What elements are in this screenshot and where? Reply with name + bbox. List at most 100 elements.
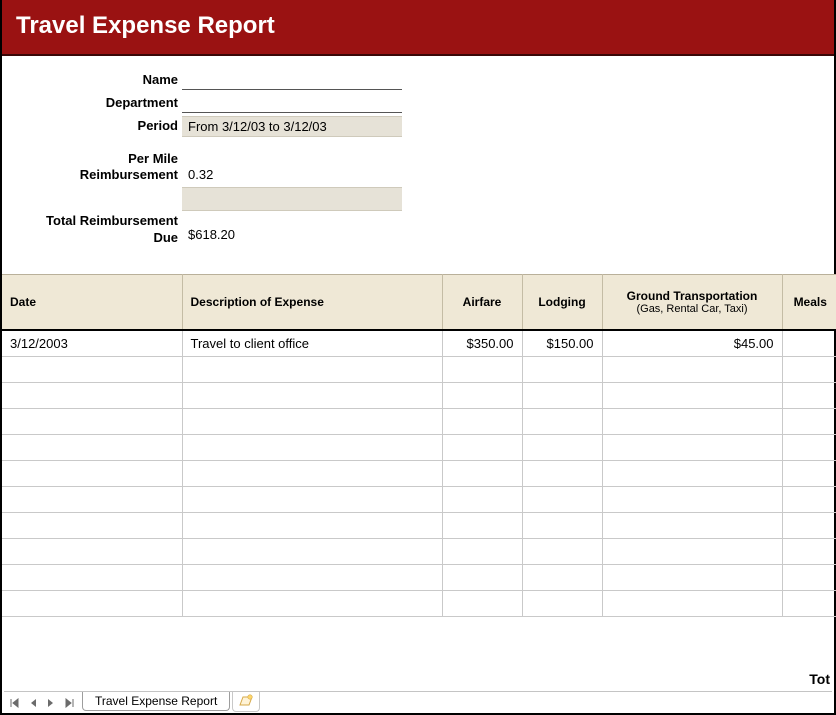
table-row[interactable] [2,408,836,434]
cell-meals[interactable] [782,434,836,460]
cell-date[interactable] [2,564,182,590]
cell-lodging[interactable] [522,590,602,616]
nav-first-icon[interactable] [8,696,22,710]
cell-ground[interactable] [602,408,782,434]
value-period[interactable]: From 3/12/03 to 3/12/03 [182,116,402,137]
nav-last-icon[interactable] [62,696,76,710]
cell-desc[interactable] [182,486,442,512]
table-row[interactable] [2,538,836,564]
new-sheet-tab[interactable] [232,692,260,712]
value-per-mile[interactable]: 0.32 [182,149,382,184]
table-row[interactable] [2,382,836,408]
col-desc[interactable]: Description of Expense [182,274,442,330]
cell-meals[interactable] [782,590,836,616]
table-header-row: Date Description of Expense Airfare Lodg… [2,274,836,330]
table-row[interactable] [2,590,836,616]
cell-desc[interactable] [182,434,442,460]
table-row[interactable] [2,460,836,486]
cell-date[interactable] [2,512,182,538]
col-ground-label: Ground Transportation [627,289,758,303]
col-meals[interactable]: Meals [782,274,836,330]
cell-ground[interactable] [602,382,782,408]
cell-lodging[interactable] [522,382,602,408]
cell-airfare[interactable] [442,564,522,590]
table-row[interactable] [2,434,836,460]
cell-date[interactable] [2,408,182,434]
cell-lodging[interactable] [522,486,602,512]
cell-meals[interactable] [782,564,836,590]
cell-ground[interactable] [602,460,782,486]
row-name: Name [12,70,824,91]
cell-ground[interactable] [602,434,782,460]
cell-airfare[interactable] [442,408,522,434]
cell-airfare[interactable] [442,382,522,408]
cell-desc[interactable] [182,356,442,382]
nav-next-icon[interactable] [44,696,58,710]
cell-airfare[interactable] [442,356,522,382]
nav-prev-icon[interactable] [26,696,40,710]
cell-meals[interactable] [782,330,836,356]
cell-desc[interactable] [182,408,442,434]
nav-arrows [4,696,76,710]
cell-meals[interactable] [782,460,836,486]
cell-date[interactable]: 3/12/2003 [2,330,182,356]
sheet-tab[interactable]: Travel Expense Report [82,692,230,711]
cell-desc[interactable] [182,590,442,616]
cell-date[interactable] [2,486,182,512]
col-lodging[interactable]: Lodging [522,274,602,330]
cell-meals[interactable] [782,408,836,434]
col-date[interactable]: Date [2,274,182,330]
cell-date[interactable] [2,590,182,616]
cell-meals[interactable] [782,486,836,512]
row-total-shaded [12,187,824,211]
cell-airfare[interactable] [442,590,522,616]
cell-ground[interactable]: $45.00 [602,330,782,356]
cell-meals[interactable] [782,512,836,538]
table-row[interactable]: 3/12/2003Travel to client office$350.00$… [2,330,836,356]
cell-airfare[interactable]: $350.00 [442,330,522,356]
cell-date[interactable] [2,434,182,460]
cell-ground[interactable] [602,590,782,616]
cell-airfare[interactable] [442,538,522,564]
row-period: Period From 3/12/03 to 3/12/03 [12,116,824,137]
cell-desc[interactable]: Travel to client office [182,330,442,356]
cell-airfare[interactable] [442,486,522,512]
table-row[interactable] [2,564,836,590]
table-row[interactable] [2,486,836,512]
table-row[interactable] [2,356,836,382]
cell-date[interactable] [2,356,182,382]
cell-ground[interactable] [602,564,782,590]
table-row[interactable] [2,512,836,538]
cell-desc[interactable] [182,382,442,408]
cell-date[interactable] [2,460,182,486]
cell-ground[interactable] [602,486,782,512]
cell-desc[interactable] [182,564,442,590]
cell-meals[interactable] [782,538,836,564]
cell-desc[interactable] [182,538,442,564]
cell-ground[interactable] [602,356,782,382]
cell-desc[interactable] [182,460,442,486]
cell-desc[interactable] [182,512,442,538]
col-airfare[interactable]: Airfare [442,274,522,330]
col-ground[interactable]: Ground Transportation (Gas, Rental Car, … [602,274,782,330]
cell-lodging[interactable] [522,564,602,590]
cell-lodging[interactable] [522,512,602,538]
cell-date[interactable] [2,538,182,564]
cell-ground[interactable] [602,512,782,538]
cell-lodging[interactable] [522,356,602,382]
cell-lodging[interactable] [522,434,602,460]
value-name[interactable] [182,70,402,90]
cell-airfare[interactable] [442,434,522,460]
cell-airfare[interactable] [442,512,522,538]
label-name: Name [12,70,182,91]
cell-lodging[interactable] [522,538,602,564]
cell-meals[interactable] [782,382,836,408]
value-department[interactable] [182,93,402,113]
cell-lodging[interactable]: $150.00 [522,330,602,356]
cell-date[interactable] [2,382,182,408]
cell-airfare[interactable] [442,460,522,486]
cell-meals[interactable] [782,356,836,382]
cell-lodging[interactable] [522,460,602,486]
cell-ground[interactable] [602,538,782,564]
cell-lodging[interactable] [522,408,602,434]
